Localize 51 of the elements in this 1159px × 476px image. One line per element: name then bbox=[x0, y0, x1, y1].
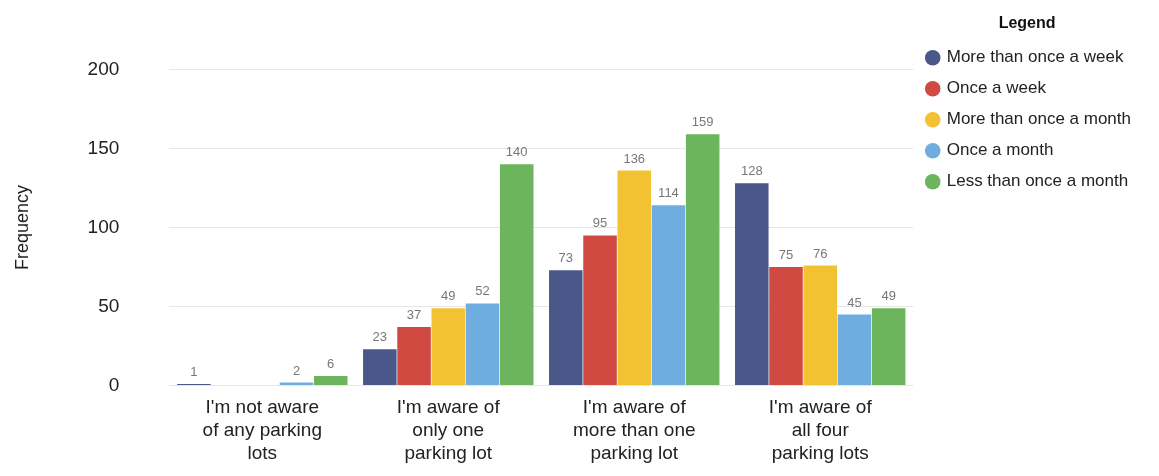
data-label: 76 bbox=[813, 245, 828, 261]
bar bbox=[769, 267, 803, 386]
bar bbox=[499, 164, 534, 386]
legend-label: More than once a month bbox=[946, 109, 1131, 129]
bar bbox=[837, 314, 872, 386]
data-label: 45 bbox=[847, 294, 862, 310]
y-axis-title: Frequency bbox=[11, 184, 32, 271]
legend-label: Once a month bbox=[946, 140, 1054, 160]
bar bbox=[313, 376, 348, 386]
data-label: 140 bbox=[505, 144, 528, 160]
bar bbox=[397, 327, 431, 386]
bar bbox=[871, 308, 906, 386]
bar bbox=[549, 270, 583, 386]
legend-label: More than once a week bbox=[946, 47, 1124, 67]
data-label: 114 bbox=[658, 185, 679, 201]
data-label: 128 bbox=[740, 163, 763, 179]
y-tick-label: 100 bbox=[87, 215, 120, 237]
y-tick-label: 50 bbox=[98, 294, 120, 316]
bar bbox=[617, 170, 652, 386]
y-tick-label: 150 bbox=[87, 136, 120, 158]
x-tick-label: I'm aware of more than one parking lot bbox=[572, 396, 696, 463]
bar bbox=[583, 235, 617, 386]
data-label: 73 bbox=[558, 250, 574, 266]
bar bbox=[735, 183, 769, 386]
data-label: 1 bbox=[190, 364, 198, 380]
x-tick-label: I'm not aware of any parking lots bbox=[202, 396, 322, 463]
x-tick-label: I'm aware of only one parking lot bbox=[396, 396, 501, 463]
bar bbox=[465, 303, 500, 386]
bar bbox=[431, 308, 466, 386]
data-label: 49 bbox=[441, 288, 456, 304]
data-label: 136 bbox=[623, 150, 646, 166]
bar bbox=[651, 205, 686, 386]
data-label: 52 bbox=[475, 283, 490, 299]
x-tick-label: I'm aware of all four parking lots bbox=[768, 396, 873, 463]
y-tick-label: 0 bbox=[108, 373, 120, 395]
legend-label: Less than once a month bbox=[946, 171, 1129, 191]
data-label: 49 bbox=[881, 288, 896, 304]
data-label: 95 bbox=[592, 215, 608, 231]
data-label: 75 bbox=[778, 247, 794, 263]
data-label: 23 bbox=[372, 329, 388, 345]
bar bbox=[279, 382, 314, 386]
data-label: 6 bbox=[327, 356, 335, 372]
data-label: 2 bbox=[292, 362, 301, 378]
legend-label: Once a week bbox=[946, 78, 1047, 98]
legend-title: Legend bbox=[998, 14, 1056, 32]
bar bbox=[685, 134, 720, 386]
bar bbox=[363, 349, 397, 386]
data-label: 37 bbox=[406, 307, 422, 323]
y-tick-label: 200 bbox=[87, 57, 120, 79]
bar bbox=[803, 265, 837, 386]
data-label: 159 bbox=[691, 114, 714, 130]
